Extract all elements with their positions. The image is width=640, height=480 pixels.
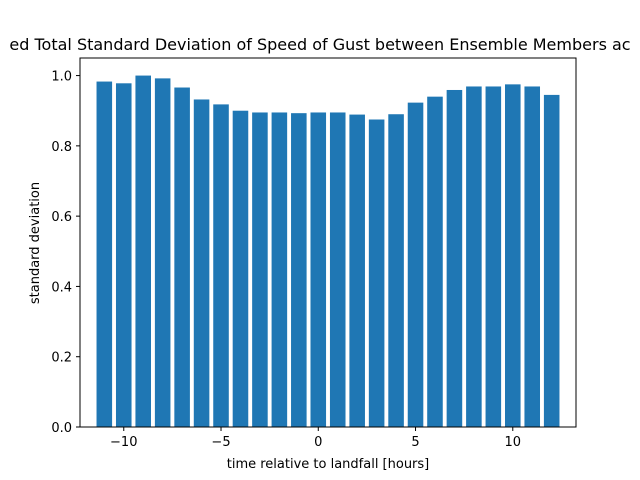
bar <box>446 89 463 427</box>
bar <box>466 86 482 427</box>
chart-title: ed Total Standard Deviation of Speed of … <box>9 35 630 54</box>
bar <box>368 119 385 427</box>
bar <box>115 83 132 428</box>
bar <box>329 112 346 427</box>
bar <box>271 112 288 427</box>
x-axis-label: time relative to landfall [hours] <box>227 457 430 472</box>
y-tick-label: 1.0 <box>51 70 72 85</box>
y-axis-ticks: 0.0 0.2 0.4 0.6 0.8 1.0 <box>51 70 80 436</box>
x-tick-label: −5 <box>211 435 230 450</box>
bar <box>524 86 541 427</box>
bar <box>310 112 327 427</box>
x-axis-ticks: −10 −5 0 5 10 <box>110 427 521 450</box>
plot-frame <box>79 57 577 428</box>
bars-group <box>96 75 560 428</box>
bar <box>349 114 365 427</box>
bar <box>388 114 404 427</box>
bar <box>135 75 151 427</box>
x-tick-label: 10 <box>505 435 522 450</box>
y-tick-label: 0.6 <box>51 210 72 225</box>
bar <box>154 78 171 427</box>
y-tick-label: 0.2 <box>51 351 72 366</box>
bar <box>252 112 268 427</box>
bar <box>96 81 113 428</box>
x-tick-label: 0 <box>314 435 322 450</box>
bar <box>174 87 190 428</box>
bar <box>505 84 521 428</box>
x-tick-label: 5 <box>411 435 419 450</box>
y-tick-label: 0.0 <box>51 421 72 436</box>
bar <box>485 86 502 427</box>
y-tick-label: 0.8 <box>51 140 72 155</box>
bar <box>213 104 229 427</box>
bar <box>543 94 560 428</box>
bar <box>193 99 210 427</box>
x-tick-label: −10 <box>110 435 137 450</box>
bar <box>407 102 424 427</box>
y-tick-label: 0.4 <box>51 280 72 295</box>
bar <box>232 110 249 428</box>
bar <box>291 113 307 428</box>
y-axis-label: standard deviation <box>28 182 43 304</box>
bar <box>427 96 443 427</box>
